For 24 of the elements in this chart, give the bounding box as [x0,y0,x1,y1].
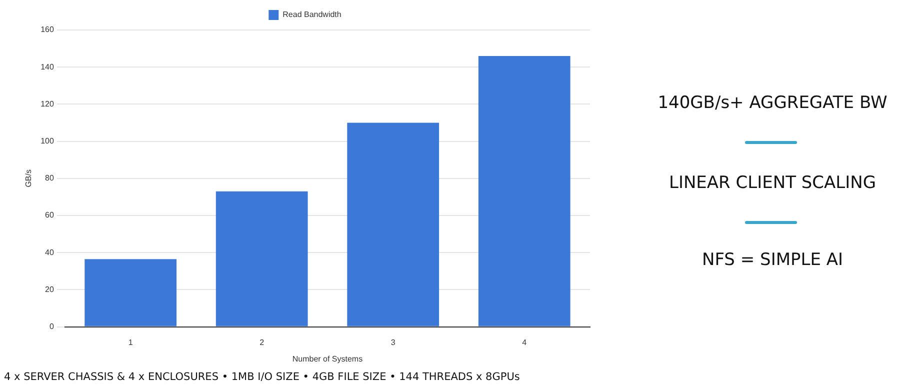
x-axis-title: Number of Systems [292,354,363,364]
text: LINEAR CLIENT SCALING [668,173,878,193]
x-tick-label: 2 [260,338,265,347]
y-tick-label: 140 [40,62,54,72]
x-tick-label: 3 [390,338,396,347]
y-tick-label: 160 [40,25,54,34]
bar [84,259,177,326]
y-tick-label: 120 [40,99,54,108]
bar [216,191,308,326]
x-tick-label: 1 [128,338,134,347]
y-tick-label: 60 [45,210,54,220]
text: 4 x SERVER CHASSIS & 4 x ENCLOSURES • 1MB I/O SIZE • 4GB FILE SIZE • 144 THREADS x 8GPUs [4,371,520,383]
bar [478,56,570,326]
text: NFS = SIMPLE AI [700,250,844,270]
x-tick-label: 4 [522,338,528,347]
y-tick-label: 40 [45,248,54,257]
y-axis-title: GB/s [24,170,34,188]
y-tick-label: 0 [49,322,54,332]
legend-label: Read Bandwidth [282,10,342,20]
y-tick-label: 20 [45,284,54,294]
y-tick-label: 100 [40,136,54,146]
y-tick-label: 80 [45,174,54,183]
text: 140GB/s+ AGGREGATE BW [656,93,888,113]
bar [347,122,440,326]
